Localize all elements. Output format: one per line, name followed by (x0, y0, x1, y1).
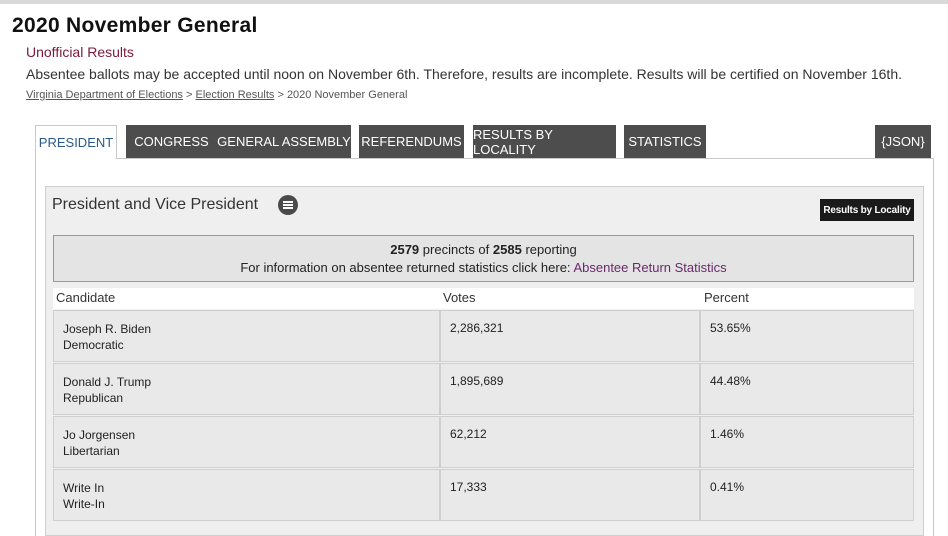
percent-cell: 1.46% (700, 416, 914, 468)
race-title: President and Vice President (52, 196, 259, 213)
tab-general-assembly[interactable]: GENERAL ASSEMBLY (217, 125, 351, 158)
candidate-cell: Donald J. Trump Republican (53, 363, 440, 415)
votes-cell: 17,333 (440, 469, 700, 521)
breadcrumb-current: 2020 November General (286, 89, 408, 101)
precincts-reporting-count: 2579 (390, 242, 420, 257)
breadcrumb-link-election-results[interactable]: Election Results (195, 89, 275, 101)
table-row: Write In Write-In 17,333 0.41% (53, 469, 914, 521)
candidate-name: Write In (63, 481, 105, 495)
breadcrumb: Virginia Department of Elections > Elect… (26, 89, 407, 101)
candidate-party: Democratic (63, 338, 124, 352)
tab-referendums[interactable]: REFERENDUMS (359, 125, 464, 158)
table-row: Jo Jorgensen Libertarian 62,212 1.46% (53, 416, 914, 468)
tab-congress[interactable]: CONGRESS (126, 125, 217, 158)
votes-cell: 62,212 (440, 416, 700, 468)
tab-bar: PRESIDENT CONGRESS GENERAL ASSEMBLY REFE… (35, 125, 934, 159)
breadcrumb-link-elections-department[interactable]: Virginia Department of Elections (26, 89, 183, 101)
candidate-party: Republican (63, 391, 124, 405)
results-table-header: Candidate Votes Percent (53, 288, 914, 309)
candidate-party: Libertarian (63, 444, 120, 458)
column-header-votes: Votes (443, 290, 476, 305)
candidate-cell: Write In Write-In (53, 469, 440, 521)
page-title: 2020 November General (12, 14, 258, 37)
percent-cell: 0.41% (700, 469, 914, 521)
breadcrumb-separator: > (186, 89, 193, 101)
candidate-party: Write-In (63, 497, 105, 511)
candidate-name: Jo Jorgensen (63, 428, 136, 442)
tab-president[interactable]: PRESIDENT (35, 125, 117, 159)
list-icon[interactable] (278, 195, 298, 215)
reporting-text: reporting (525, 242, 577, 257)
table-row: Donald J. Trump Republican 1,895,689 44.… (53, 363, 914, 415)
absentee-return-statistics-link[interactable]: Absentee Return Statistics (573, 260, 727, 275)
table-row: Joseph R. Biden Democratic 2,286,321 53.… (53, 310, 914, 362)
percent-cell: 53.65% (700, 310, 914, 362)
breadcrumb-separator: > (277, 89, 284, 101)
top-border (0, 0, 948, 4)
precincts-reporting-box: 2579 precincts of 2585 reporting For inf… (53, 235, 914, 282)
column-header-percent: Percent (704, 290, 749, 305)
percent-cell: 44.48% (700, 363, 914, 415)
candidate-name: Joseph R. Biden (63, 322, 152, 336)
candidate-cell: Jo Jorgensen Libertarian (53, 416, 440, 468)
precincts-total-count: 2585 (492, 242, 522, 257)
tab-divider (35, 158, 934, 159)
precincts-of-text: precincts of (422, 242, 490, 257)
column-header-candidate: Candidate (56, 290, 116, 305)
tab-content-frame (35, 158, 934, 536)
tab-results-by-locality[interactable]: RESULTS BY LOCALITY (473, 125, 616, 158)
candidate-name: Donald J. Trump (63, 375, 152, 389)
absentee-info-text: For information on absentee returned sta… (240, 260, 571, 275)
results-status: Unofficial Results (26, 44, 134, 60)
votes-cell: 2,286,321 (440, 310, 700, 362)
absentee-notice: Absentee ballots may be accepted until n… (26, 66, 902, 82)
votes-cell: 1,895,689 (440, 363, 700, 415)
results-by-locality-button[interactable]: Results by Locality (820, 199, 914, 221)
tab-json[interactable]: {JSON} (875, 125, 931, 158)
candidate-cell: Joseph R. Biden Democratic (53, 310, 440, 362)
tab-statistics[interactable]: STATISTICS (624, 125, 706, 158)
